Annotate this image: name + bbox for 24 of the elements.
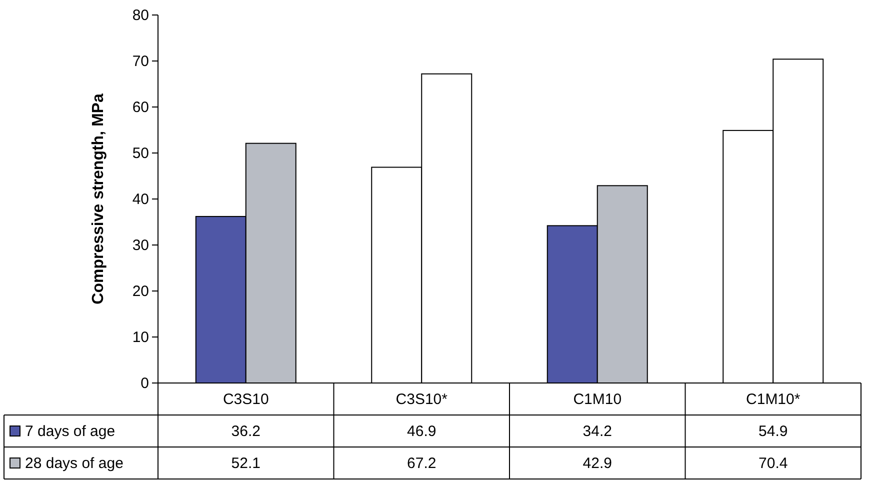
data-label: 42.9 [582, 455, 612, 472]
data-label: 36.2 [231, 423, 260, 440]
x-tick-label: C3S10 [222, 391, 269, 408]
y-tick-label: 10 [132, 328, 149, 346]
data-label: 70.4 [758, 455, 788, 472]
data-label: 34.2 [582, 423, 612, 440]
y-tick-label: 20 [132, 282, 149, 300]
y-tick-label: 30 [132, 236, 149, 254]
y-tick-label: 40 [132, 190, 149, 208]
y-axis-title: Compressive strength, MPa [90, 94, 107, 304]
data-label: 46.9 [407, 423, 436, 440]
data-label: 67.2 [407, 455, 436, 472]
legend-label: 7 days of age [25, 423, 116, 440]
y-tick-label: 80 [132, 6, 149, 24]
legend-label: 28 days of age [25, 455, 124, 472]
x-tick-label: C3S10* [396, 391, 448, 408]
data-label: 54.9 [758, 423, 788, 440]
y-tick-label: 50 [132, 144, 149, 162]
y-tick-label: 0 [140, 374, 149, 392]
x-tick-label: C1M10 [573, 391, 622, 408]
y-tick-label: 60 [132, 98, 149, 116]
data-label: 52.1 [231, 455, 260, 472]
y-tick-label: 70 [132, 52, 149, 70]
x-tick-label: C1M10* [746, 391, 800, 408]
